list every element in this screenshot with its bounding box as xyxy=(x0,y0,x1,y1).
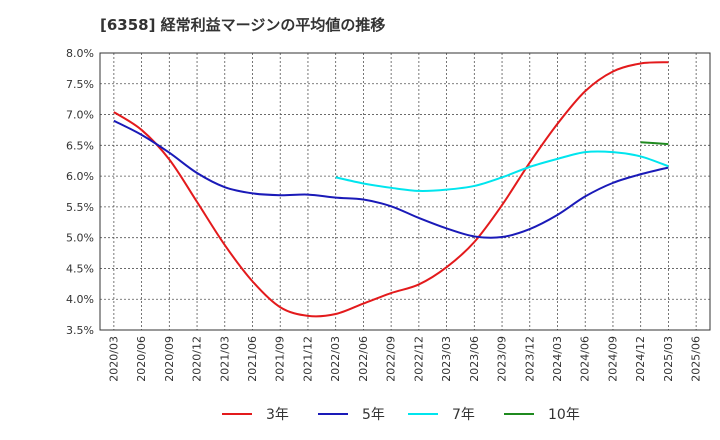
x-tick-label: 2023/09 xyxy=(496,336,509,382)
x-tick-label: 2022/03 xyxy=(329,336,342,382)
plot-frame xyxy=(99,52,711,331)
x-tick-label: 2024/12 xyxy=(634,336,647,382)
x-tick-label: 2021/09 xyxy=(274,336,287,382)
x-tick-label: 2021/12 xyxy=(301,336,314,382)
series-line-10年 xyxy=(640,141,669,146)
x-tick-label: 2021/06 xyxy=(246,336,259,382)
x-tick-label: 2023/03 xyxy=(440,336,453,382)
x-tick-label: 2023/12 xyxy=(523,336,536,382)
x-tick-label: 2024/03 xyxy=(551,336,564,382)
y-tick-label: 4.5% xyxy=(66,262,94,275)
chart-title: [6358] 経常利益マージンの平均値の推移 xyxy=(100,16,386,34)
x-axis-ticks: 2020/03 2020/06 2020/09 2020/12 2021/03 2021/… xyxy=(107,336,702,382)
x-tick-label: 2021/03 xyxy=(218,336,231,382)
y-tick-label: 7.5% xyxy=(66,78,94,91)
x-tick-label: 2022/12 xyxy=(412,336,425,382)
legend-label: 7年 xyxy=(452,407,475,423)
x-tick-label: 2023/06 xyxy=(468,336,481,382)
y-tick-label: 6.5% xyxy=(66,139,94,152)
series-line-3年 xyxy=(113,61,669,318)
x-tick-label: 2022/06 xyxy=(357,336,370,382)
y-tick-label: 3.5% xyxy=(66,324,94,337)
y-tick-label: 5.5% xyxy=(66,201,94,214)
legend: 3年 5年 7年 10年 xyxy=(222,407,580,423)
y-axis-ticks: 3.5% 4.0% 4.5% 5.0% 5.5% 6.0% 6.5% 7.0% 7.5% 8.0% xyxy=(66,47,94,337)
legend-label: 10年 xyxy=(548,407,580,423)
series-line-5年 xyxy=(113,119,669,239)
legend-label: 5年 xyxy=(362,407,385,423)
x-tick-label: 2024/09 xyxy=(606,336,619,382)
x-tick-label: 2025/03 xyxy=(662,336,675,382)
x-tick-label: 2020/03 xyxy=(107,336,120,382)
y-tick-label: 8.0% xyxy=(66,47,94,60)
series-lines xyxy=(113,61,669,318)
x-tick-label: 2024/06 xyxy=(579,336,592,382)
x-tick-label: 2025/06 xyxy=(690,336,703,382)
y-tick-label: 4.0% xyxy=(66,293,94,306)
x-tick-label: 2020/06 xyxy=(135,336,148,382)
y-tick-label: 6.0% xyxy=(66,170,94,183)
x-tick-label: 2020/12 xyxy=(191,336,204,382)
x-tick-label: 2020/09 xyxy=(163,336,176,382)
y-tick-label: 5.0% xyxy=(66,232,94,245)
y-tick-label: 7.0% xyxy=(66,109,94,122)
plot-background xyxy=(100,53,710,330)
legend-label: 3年 xyxy=(266,407,289,423)
series-line-7年 xyxy=(335,150,669,192)
x-tick-label: 2022/09 xyxy=(385,336,398,382)
